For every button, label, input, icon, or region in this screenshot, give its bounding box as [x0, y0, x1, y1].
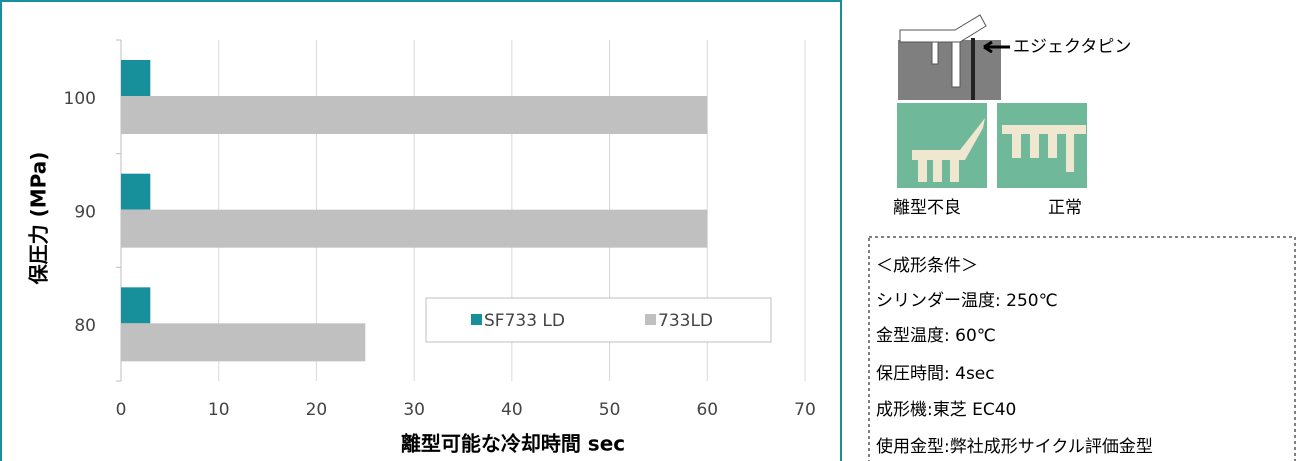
x-tick-label: 50 [599, 400, 621, 420]
photo-label: 離型不良 [893, 198, 961, 218]
bar [121, 96, 708, 134]
y-tick-label: 90 [74, 203, 96, 223]
x-tick-label: 20 [306, 400, 328, 420]
x-tick-label: 0 [116, 400, 127, 420]
x-tick-label: 70 [794, 400, 816, 420]
conditions-box [868, 236, 1296, 461]
bar [121, 209, 708, 248]
y-axis-title: 保圧力 (MPa) [27, 152, 51, 286]
condition-line: 保圧時間: 4sec [876, 364, 995, 384]
arrow [983, 40, 1010, 54]
part [912, 118, 985, 160]
condition-line: 成形機:東芝 EC40 [876, 400, 1016, 420]
condition-line: 使用金型:弊社成形サイクル評価金型 [876, 436, 1153, 457]
legend [425, 297, 772, 343]
mold [898, 40, 1001, 100]
legend-swatch [471, 314, 482, 325]
condition-line: シリンダー温度: 250℃ [876, 291, 1058, 311]
ejector-part [899, 14, 987, 43]
pin-label: エジェクタピン [1013, 37, 1131, 57]
x-axis-title: 離型可能な冷却時間 sec [401, 432, 625, 456]
y-tick-label: 80 [74, 316, 96, 336]
bar [121, 287, 151, 324]
pin [971, 38, 975, 100]
illustration: エジェクタピン 離型不良 正常 [893, 14, 1131, 218]
legend-swatch [645, 314, 656, 325]
legend-label: SF733 LD [484, 311, 565, 331]
legend-label: 733LD [658, 311, 713, 331]
bar [121, 60, 151, 96]
rib [931, 41, 939, 65]
bar [121, 173, 151, 210]
y-tick-label: 100 [64, 89, 96, 109]
x-tick-label: 10 [208, 400, 230, 420]
condition-line: 金型温度: 60℃ [876, 326, 996, 346]
rib [951, 41, 961, 88]
x-tick-label: 40 [501, 400, 523, 420]
photo-label: 正常 [1048, 198, 1082, 218]
condition-line: ＜成形条件＞ [876, 256, 978, 276]
bar [121, 323, 366, 362]
x-tick-label: 60 [696, 400, 718, 420]
x-tick-label: 30 [403, 400, 425, 420]
